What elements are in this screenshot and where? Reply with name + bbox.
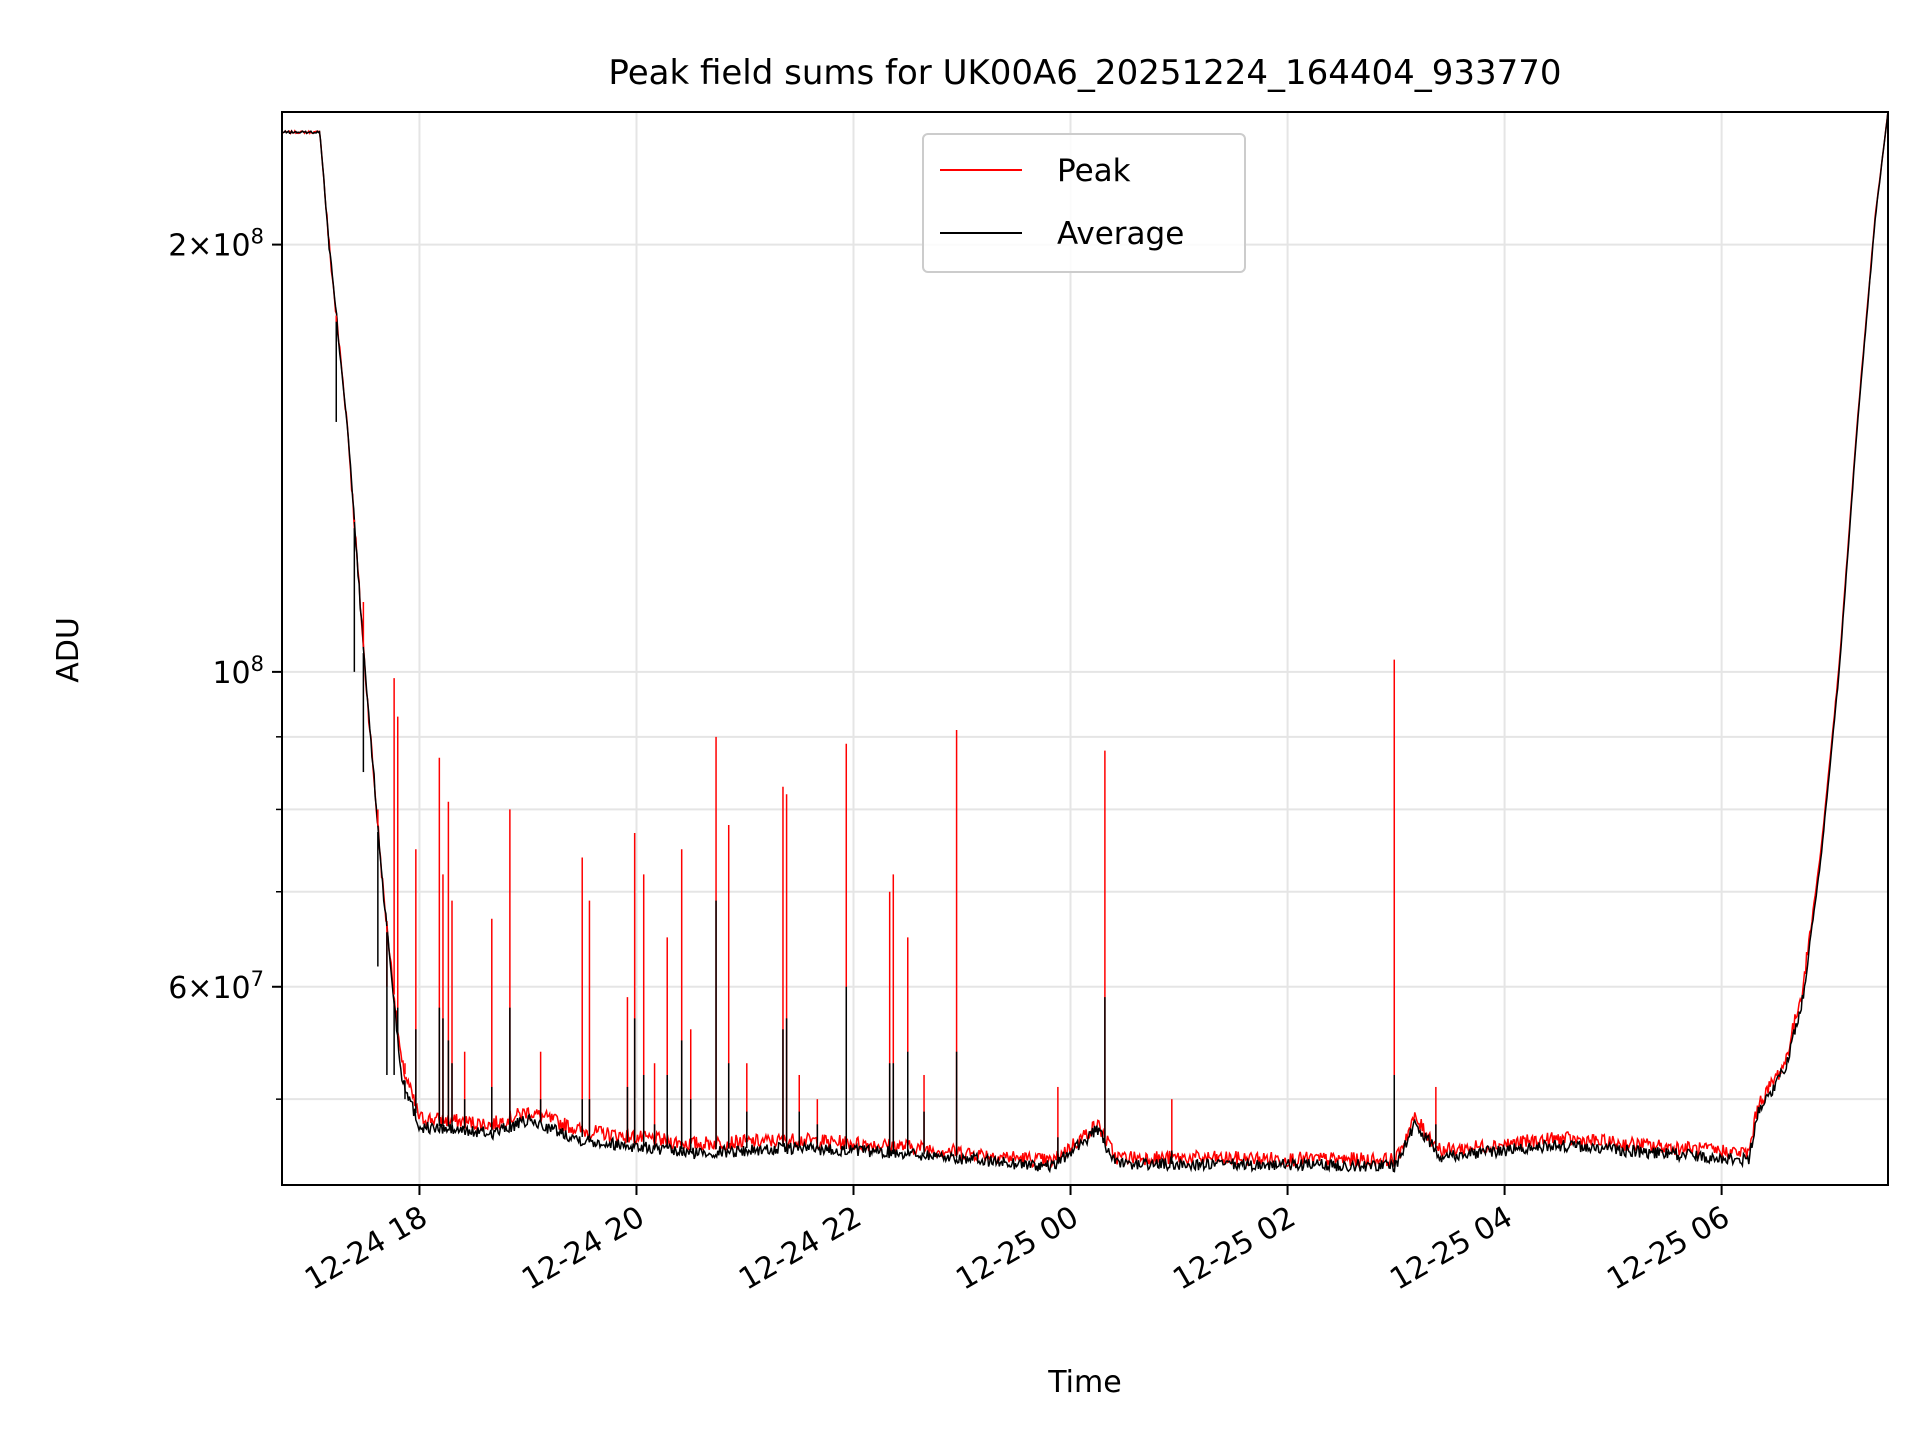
y-tick-label: 6×107 [168, 967, 264, 1006]
x-axis-label: Time [1047, 1365, 1121, 1400]
legend: Peak Average [922, 133, 1246, 273]
legend-box [922, 133, 1246, 273]
y-tick-label: 108 [212, 652, 264, 691]
series-line-average [282, 112, 1888, 1174]
legend-peak-label: Peak [1057, 153, 1131, 189]
plot-frame [281, 111, 1889, 1186]
series-line-peak [282, 112, 1888, 1170]
legend-average-label: Average [1057, 216, 1184, 252]
y-axis-label: ADU [51, 617, 86, 683]
grid-layer [282, 112, 1888, 1185]
plot-area [282, 112, 1888, 1174]
chart-title: Peak field sums for UK00A6_20251224_1644… [608, 53, 1561, 93]
y-tick-label: 2×108 [168, 225, 264, 264]
